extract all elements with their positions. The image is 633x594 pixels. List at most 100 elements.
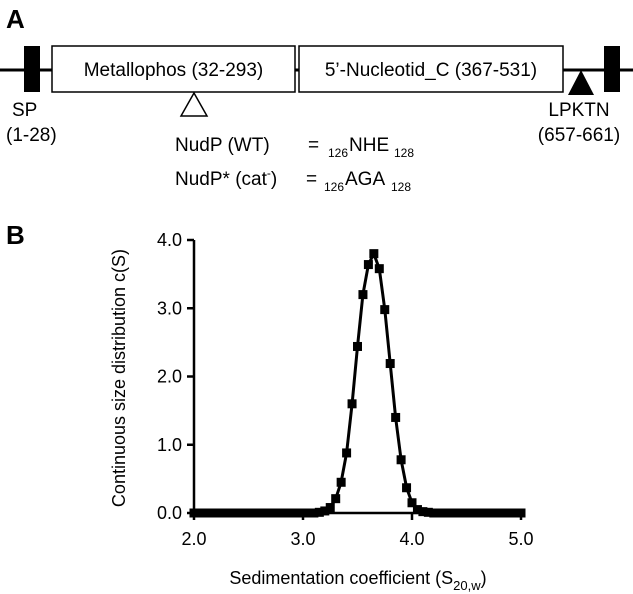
nudp-cat-equals: = (306, 169, 317, 190)
active-site-open-triangle (179, 91, 209, 117)
c-terminal-block (604, 46, 620, 92)
sedimentation-chart: 0.0 1.0 2.0 3.0 4.0 2.0 3.0 4.0 5.0 (157, 230, 534, 549)
data-point (347, 399, 357, 409)
y-tick-label: 1.0 (157, 435, 182, 455)
data-point (358, 290, 368, 300)
data-point (287, 508, 297, 518)
data-point (200, 508, 210, 518)
data-point (194, 508, 204, 518)
y-tick-label: 2.0 (157, 367, 182, 387)
data-point (494, 508, 504, 518)
data-point (238, 508, 248, 518)
data-point (222, 508, 232, 518)
nudp-cat-name-main: NudP* (cat (175, 169, 268, 190)
y-tick-label: 4.0 (157, 230, 182, 250)
data-point (260, 508, 270, 518)
data-point (423, 507, 433, 517)
data-point (244, 508, 253, 518)
data-point (189, 508, 199, 518)
data-point (462, 508, 471, 518)
data-point (233, 508, 243, 518)
x-tick-label: 2.0 (181, 529, 206, 549)
data-point (363, 260, 373, 270)
data-point (385, 359, 395, 369)
data-point (418, 507, 428, 517)
data-point (478, 508, 488, 518)
data-point (472, 508, 482, 518)
data-point (227, 508, 237, 518)
data-point (282, 508, 292, 518)
nudp-cat-motif: AGA (345, 169, 385, 190)
data-point (516, 508, 526, 518)
x-axis-label-close: ) (481, 568, 487, 588)
data-point (369, 249, 379, 259)
y-ticks: 0.0 1.0 2.0 3.0 4.0 (157, 230, 194, 523)
data-point (298, 508, 308, 518)
nudp-cat-name: NudP* (cat-) (175, 166, 277, 190)
data-point (407, 498, 417, 508)
data-point (331, 494, 341, 504)
data-point (451, 508, 461, 518)
lpktn-range: (657-661) (538, 125, 620, 146)
sp-block (24, 46, 40, 92)
nucleotid-c-domain (298, 45, 564, 93)
nudp-wt-start-residue: 126 (328, 146, 348, 160)
metallophos-domain (51, 45, 296, 93)
data-points (189, 249, 526, 518)
y-axis-label: Continuous size distribution c(S) (109, 249, 129, 507)
sp-name: SP (12, 100, 37, 121)
y-tick-label: 3.0 (157, 298, 182, 318)
nudp-cat-start-residue: 126 (324, 180, 344, 194)
data-point (445, 508, 455, 518)
panel-b-letter: B (6, 220, 25, 250)
data-point (456, 508, 466, 518)
x-axis-label-main: Sedimentation coefficient (S (229, 568, 453, 588)
data-point (211, 508, 221, 518)
data-point (265, 508, 275, 518)
data-point (249, 508, 259, 518)
data-point (412, 505, 422, 515)
data-point (434, 508, 444, 518)
data-point (320, 506, 330, 516)
data-point (467, 508, 477, 518)
nudp-cat-close: ) (271, 169, 277, 190)
data-point (336, 477, 346, 487)
data-point (380, 305, 390, 315)
data-point (309, 508, 319, 518)
nudp-cat-end-residue: 128 (391, 180, 411, 194)
data-point (500, 508, 510, 518)
data-point (396, 455, 406, 465)
nudp-wt-end-residue: 128 (394, 146, 414, 160)
x-ticks: 2.0 3.0 4.0 5.0 (181, 513, 534, 549)
sp-range: (1-28) (6, 125, 57, 146)
data-point (303, 508, 313, 518)
data-point (353, 341, 362, 351)
x-axis-label-subscript: 20,w (453, 578, 481, 593)
data-point (314, 507, 324, 517)
x-tick-label: 3.0 (290, 529, 315, 549)
x-axis-label: Sedimentation coefficient (S20,w) (229, 568, 486, 593)
data-point (276, 508, 286, 518)
nudp-wt-name: NudP (WT) (175, 135, 270, 156)
panel-a-letter: A (6, 4, 25, 34)
data-point (440, 508, 450, 518)
data-point (429, 508, 439, 518)
data-point (489, 508, 499, 518)
metallophos-label: Metallophos (32-293) (84, 60, 264, 81)
data-point (342, 448, 352, 458)
c-s-curve (194, 249, 521, 515)
data-point (402, 483, 412, 493)
data-point (254, 508, 264, 518)
data-point (325, 503, 335, 513)
data-point (391, 412, 401, 422)
data-point (271, 508, 281, 518)
data-point (483, 508, 493, 518)
data-point (293, 508, 303, 518)
nudp-wt-motif: NHE (349, 135, 389, 156)
y-tick-label: 0.0 (157, 503, 182, 523)
x-tick-label: 5.0 (508, 529, 533, 549)
data-point (216, 508, 226, 518)
data-point (205, 508, 215, 518)
nucleotid-c-label: 5’-Nucleotid_C (367-531) (325, 60, 537, 81)
